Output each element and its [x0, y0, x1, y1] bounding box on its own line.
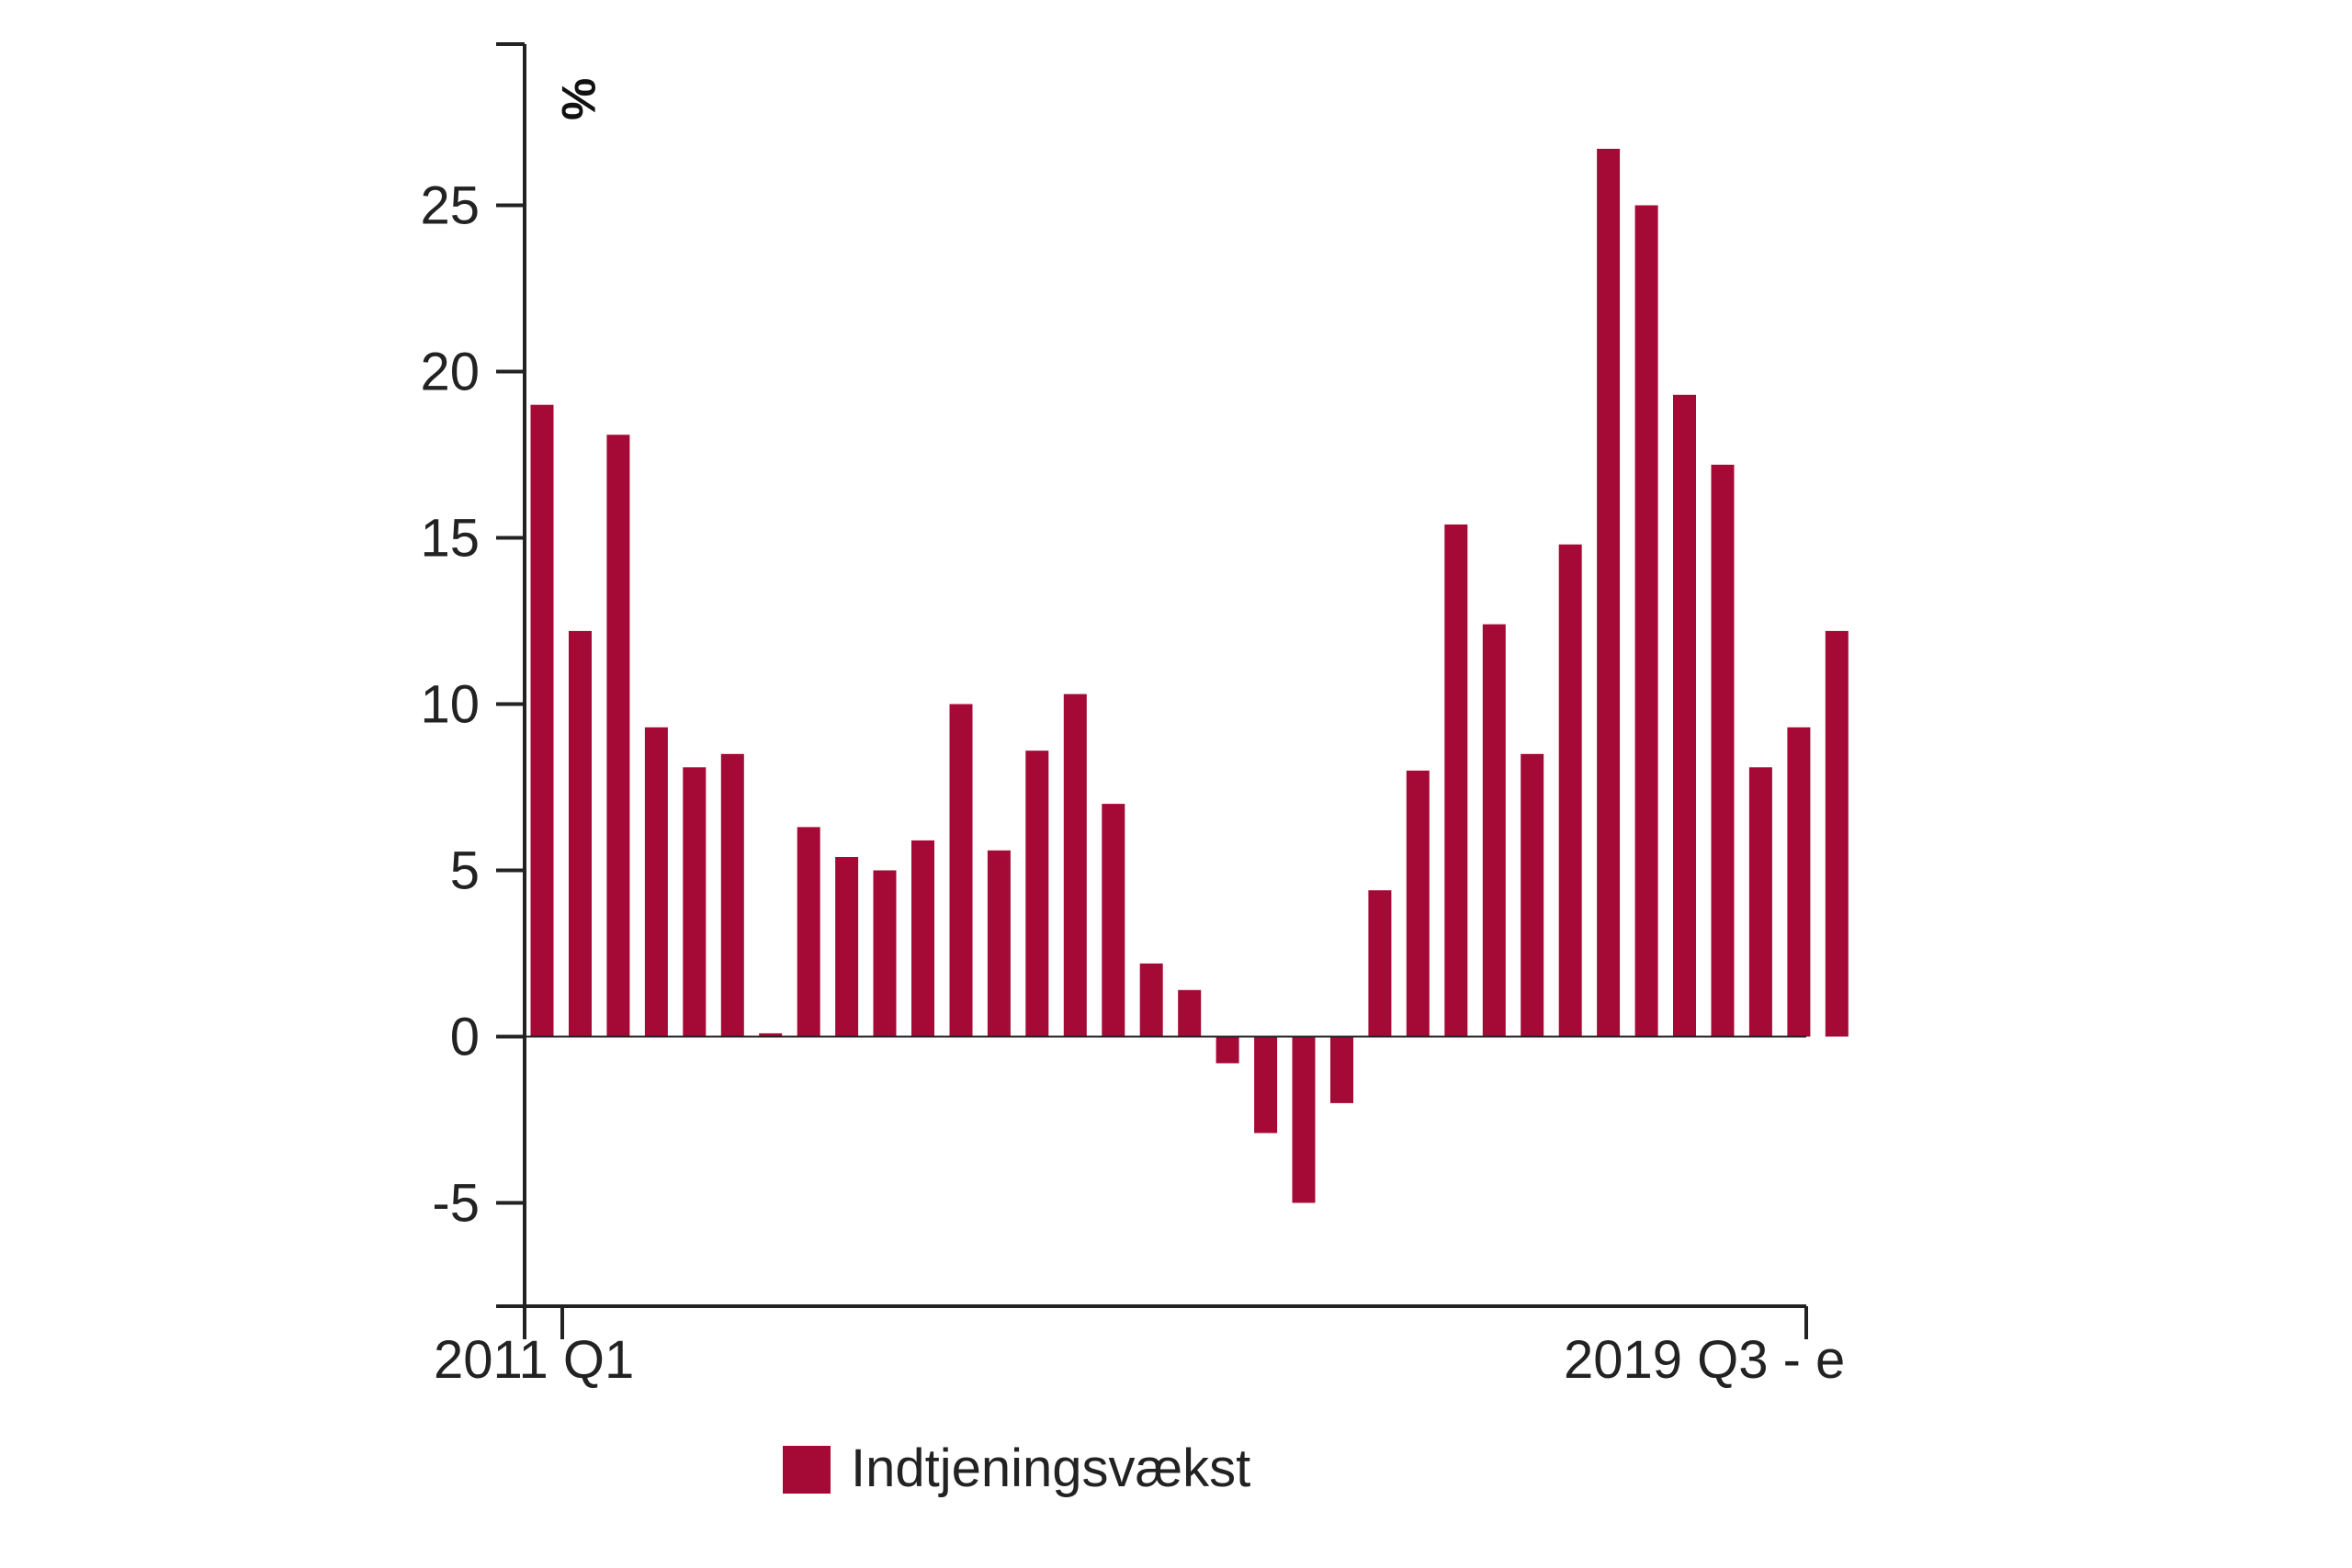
- y-tick-label-25: 25: [420, 176, 480, 236]
- bar-22: [1330, 1036, 1353, 1103]
- bar-16: [1102, 804, 1125, 1037]
- y-tick-label-15: 15: [420, 509, 480, 569]
- bar-33: [1748, 767, 1772, 1037]
- bar-19: [1216, 1036, 1239, 1064]
- x-label-last: 2019 Q3 - e: [1564, 1330, 1845, 1390]
- bar-series: [530, 149, 1849, 1203]
- bar-24: [1406, 770, 1430, 1037]
- bar-28: [1558, 544, 1582, 1037]
- bar-5: [683, 767, 707, 1037]
- bar-7: [759, 1032, 783, 1037]
- bar-31: [1673, 394, 1696, 1037]
- bar-13: [987, 850, 1011, 1037]
- y-tick-label-20: 20: [420, 343, 480, 402]
- x-ticks: 2011 Q1 2019 Q3 - e: [434, 1306, 1845, 1390]
- bar-18: [1178, 989, 1202, 1037]
- legend-swatch: [783, 1446, 831, 1494]
- bar-23: [1368, 890, 1392, 1037]
- y-tick-label-0: 0: [450, 1008, 480, 1067]
- bar-12: [949, 704, 973, 1037]
- bar-14: [1025, 750, 1049, 1037]
- y-ticks: -5 0 5 10 15 20 25: [420, 42, 525, 1234]
- bar-10: [873, 870, 897, 1037]
- bar-30: [1634, 205, 1658, 1037]
- bar-8: [797, 827, 820, 1037]
- bar-9: [835, 857, 859, 1037]
- y-tick-label-5: 5: [450, 841, 480, 901]
- bar-1: [530, 404, 554, 1037]
- bar-32: [1711, 464, 1735, 1037]
- y-unit-label: %: [551, 78, 605, 120]
- bar-17: [1139, 963, 1163, 1037]
- y-tick-label-10: 10: [420, 675, 480, 735]
- bar-35: [1825, 630, 1849, 1037]
- bar-21: [1292, 1036, 1316, 1203]
- legend: Indtjeningsvækst: [783, 1438, 1250, 1498]
- bar-2: [569, 630, 592, 1037]
- bar-4: [644, 727, 668, 1037]
- x-label-first: 2011 Q1: [434, 1330, 634, 1390]
- bar-6: [720, 753, 744, 1037]
- bar-26: [1482, 624, 1506, 1037]
- bar-11: [911, 840, 934, 1037]
- bar-34: [1787, 727, 1811, 1037]
- bar-27: [1521, 753, 1544, 1037]
- legend-label: Indtjeningsvækst: [851, 1438, 1250, 1498]
- y-tick-label--5: -5: [432, 1174, 480, 1234]
- axes: [496, 44, 1806, 1308]
- bar-20: [1254, 1036, 1278, 1134]
- bar-29: [1597, 149, 1621, 1037]
- bar-3: [606, 434, 630, 1037]
- bar-15: [1063, 694, 1087, 1037]
- bar-25: [1444, 525, 1468, 1037]
